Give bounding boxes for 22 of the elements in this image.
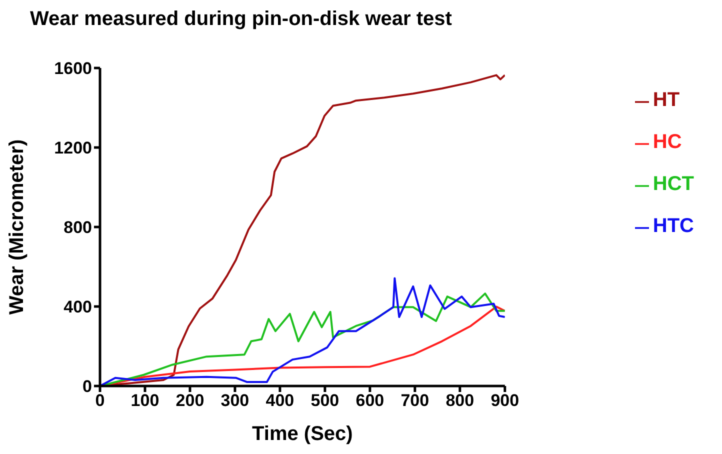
x-tick-label: 0 xyxy=(95,391,105,410)
y-tick-label: 1600 xyxy=(54,59,92,78)
y-axis-title: Wear (Micrometer) xyxy=(6,139,28,315)
legend-label: HC xyxy=(652,131,682,153)
x-tick-label: 400 xyxy=(266,391,294,410)
legend-label: HCT xyxy=(652,173,694,195)
y-tick-label: 400 xyxy=(64,298,92,317)
x-tick-label: 600 xyxy=(356,391,384,410)
x-tick-label: 200 xyxy=(176,391,204,410)
chart-title: Wear measured during pin-on-disk wear test xyxy=(30,8,453,32)
legend-label: HTC xyxy=(652,215,694,237)
x-tick-label: 900 xyxy=(490,391,520,410)
legend-label: HT xyxy=(652,89,680,111)
y-tick-label: 0 xyxy=(82,377,92,396)
y-tick-label: 800 xyxy=(64,218,92,238)
x-tick-label: 700 xyxy=(400,391,430,410)
y-tick-label: 1200 xyxy=(54,138,92,158)
x-axis-title: Time (Sec) xyxy=(252,423,353,445)
x-tick-label: 500 xyxy=(310,391,340,410)
x-tick-label: 100 xyxy=(130,391,160,410)
x-tick-label: 300 xyxy=(220,391,250,410)
x-tick-label: 800 xyxy=(446,391,474,410)
